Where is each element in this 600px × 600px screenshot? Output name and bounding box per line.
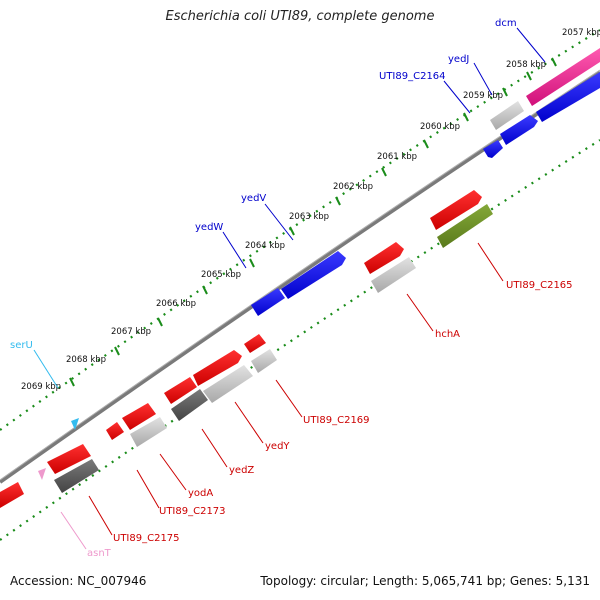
label-UTI89_C2173[interactable]: UTI89_C2173 [159,506,226,517]
gene-yodA-gray[interactable] [130,417,167,447]
tick-label: 2067 kbp [111,327,151,337]
map-title: Escherichia coli UTI89, complete genome [165,9,435,24]
label-asnT[interactable]: asnT [87,548,112,559]
gene-hchA[interactable] [364,242,404,274]
label-UTI89_C2164[interactable]: UTI89_C2164 [379,71,446,82]
tick-label: 2061 kbp [377,152,417,162]
label-hchA[interactable]: hchA [435,329,460,340]
gene-asnT[interactable] [38,468,46,480]
gene-UTI89_C2173[interactable] [106,422,124,440]
gene-UTI89_C2175[interactable] [47,444,91,474]
gene-yedZ[interactable] [164,377,197,404]
gene-dcm[interactable] [526,48,600,106]
gene-UTI89_C2169[interactable] [244,334,266,353]
label-yedJ[interactable]: yedJ [448,54,469,65]
gene-yedJ[interactable] [536,72,600,122]
gene-gray-small[interactable] [490,101,524,130]
label-leader-lines [33,27,546,550]
gene-yedV[interactable] [281,251,346,299]
gene-UTI89_C2164[interactable] [500,115,538,145]
accession-text: Accession: NC_007946 [10,574,147,588]
tick-label: 2069 kbp [21,382,61,392]
gene-yodA[interactable] [122,403,156,430]
gene-yedW[interactable] [251,288,285,316]
label-UTI89_C2169[interactable]: UTI89_C2169 [303,415,370,426]
tick-label: 2057 kbp [562,28,600,38]
gene-C2169-gray[interactable] [251,349,277,373]
label-serU[interactable]: serU [10,340,33,351]
gene-hchA-gray[interactable] [371,257,416,293]
tick-label: 2066 kbp [156,299,196,309]
label-yedZ[interactable]: yedZ [229,465,254,476]
gene-UTI89_C2165[interactable] [430,190,482,230]
gene-olive[interactable] [437,204,493,248]
label-dcm[interactable]: dcm [495,18,517,29]
label-yedV[interactable]: yedV [241,193,266,204]
tick-label: 2068 kbp [66,355,106,365]
label-UTI89_C2175[interactable]: UTI89_C2175 [113,533,180,544]
label-yedW[interactable]: yedW [195,222,223,233]
gene-C2175-gray[interactable] [54,459,99,493]
gene-yedY[interactable] [193,350,242,386]
gene-blue-small[interactable] [483,140,503,158]
gene-serU[interactable] [71,418,79,430]
tick-label: 2065 kbp [201,270,241,280]
tick-label: 2062 kbp [333,182,373,192]
forward-strand-features [71,48,600,430]
gene-yedZ-gray[interactable] [171,389,208,421]
tick-label: 2060 kbp [420,122,460,132]
label-yedY[interactable]: yedY [265,441,290,452]
reverse-strand-features [0,190,493,508]
tick-label: 2059 kbp [463,91,503,101]
tick-label: 2064 kbp [245,241,285,251]
inner-dotted-track [0,139,600,541]
label-UTI89_C2165[interactable]: UTI89_C2165 [506,280,573,291]
topology-text: Topology: circular; Length: 5,065,741 bp… [260,574,590,588]
tick-label: 2058 kbp [506,60,546,70]
tick-label: 2063 kbp [289,212,329,222]
gene-yedY-gray[interactable] [203,365,253,403]
label-yodA[interactable]: yodA [188,488,213,499]
gene-partial-left[interactable] [0,482,24,508]
scale-ticks [69,57,557,387]
outer-scale-track [0,29,600,431]
